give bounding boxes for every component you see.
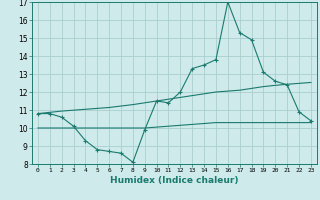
X-axis label: Humidex (Indice chaleur): Humidex (Indice chaleur) (110, 176, 239, 185)
